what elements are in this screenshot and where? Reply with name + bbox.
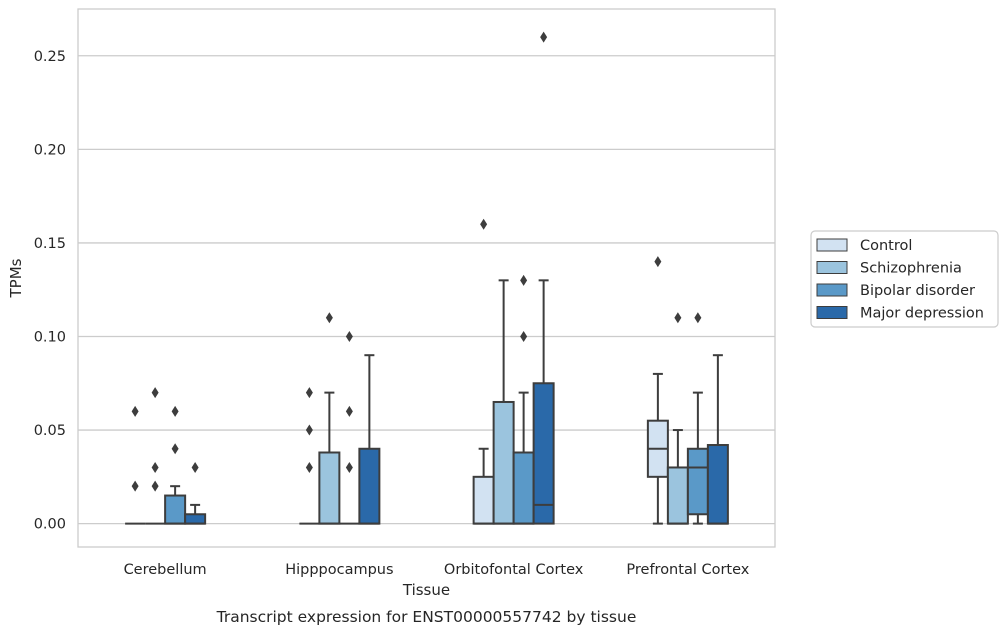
outlier-point [305, 387, 313, 399]
legend-swatch [816, 261, 848, 274]
box-iqr [686, 447, 709, 516]
y-axis-ticks: 0.00 0.05 0.10 0.15 0.20 0.25 [34, 49, 66, 533]
legend-swatch [816, 283, 848, 297]
box-major-depression [532, 31, 555, 525]
x-axis-title: Tissue [402, 581, 450, 599]
box-schizophrenia [145, 387, 166, 525]
outlier-point [131, 405, 139, 417]
box-bipolar-disorder [512, 274, 535, 525]
box-iqr [706, 444, 729, 525]
box-control [299, 387, 320, 525]
legend-frame [810, 230, 999, 328]
outlier-point [520, 274, 528, 286]
legend-label: Major depression [860, 306, 984, 322]
box-iqr [512, 451, 535, 525]
outlier-point [151, 461, 159, 473]
outlier-point [694, 312, 702, 324]
box-iqr [532, 382, 555, 525]
box-control [472, 218, 495, 525]
y-tick-label: 0.00 [34, 517, 66, 533]
chart-caption: Transcript expression for ENST0000055774… [216, 608, 637, 626]
box-major-depression [184, 461, 207, 525]
box-bipolar-disorder [164, 405, 187, 525]
box-major-depression [706, 354, 729, 525]
outlier-point [540, 31, 548, 43]
y-axis-title: TPMs [7, 258, 25, 298]
legend-label: Control [860, 238, 912, 254]
box-iqr [492, 400, 515, 525]
outlier-point [325, 312, 333, 324]
plot-frame [77, 8, 776, 548]
box-bipolar-disorder [686, 312, 709, 525]
box-iqr [666, 466, 689, 525]
outlier-point [171, 405, 179, 417]
outlier-point [131, 480, 139, 492]
box-iqr [358, 447, 381, 525]
box-major-depression [358, 354, 381, 525]
box-iqr [318, 451, 341, 525]
x-tick-label: Hipppocampus [285, 562, 393, 578]
outlier-point [674, 312, 682, 324]
box-iqr [164, 494, 187, 525]
box-iqr [472, 475, 495, 525]
box-control [646, 256, 669, 525]
outlier-point [191, 461, 199, 473]
box-iqr [184, 513, 207, 525]
x-tick-label: Cerebellum [124, 562, 207, 578]
y-tick-label: 0.10 [34, 329, 66, 345]
outlier-point [345, 461, 353, 473]
outlier-point [480, 218, 488, 230]
outlier-point [151, 480, 159, 492]
y-tick-label: 0.05 [34, 423, 66, 439]
grid-lines [78, 55, 775, 525]
legend-label: Bipolar disorder [860, 283, 975, 299]
box-control [125, 405, 146, 525]
y-tick-label: 0.15 [34, 236, 66, 252]
legend-swatch [816, 306, 848, 319]
box-schizophrenia [492, 279, 515, 525]
y-tick-label: 0.20 [34, 142, 66, 158]
outlier-point [520, 330, 528, 342]
legend-swatch [816, 238, 848, 252]
outlier-point [305, 461, 313, 473]
y-tick-label: 0.25 [34, 49, 66, 65]
box-bipolar-disorder [339, 330, 360, 525]
outlier-point [171, 443, 179, 455]
x-tick-label: Orbitofontal Cortex [444, 562, 584, 578]
legend-label: Schizophrenia [860, 261, 962, 277]
box-schizophrenia [666, 312, 689, 525]
x-axis-ticks: Cerebellum Hipppocampus Orbitofontal Corte… [124, 562, 750, 578]
boxplot-series [125, 31, 729, 525]
outlier-point [654, 256, 662, 268]
box-schizophrenia [318, 312, 341, 525]
outlier-point [305, 424, 313, 436]
outlier-point [345, 330, 353, 342]
outlier-point [345, 405, 353, 417]
x-tick-label: Prefrontal Cortex [626, 562, 749, 578]
outlier-point [151, 387, 159, 399]
legend: Control Schizophrenia Bipolar disorder Majo… [810, 230, 999, 328]
